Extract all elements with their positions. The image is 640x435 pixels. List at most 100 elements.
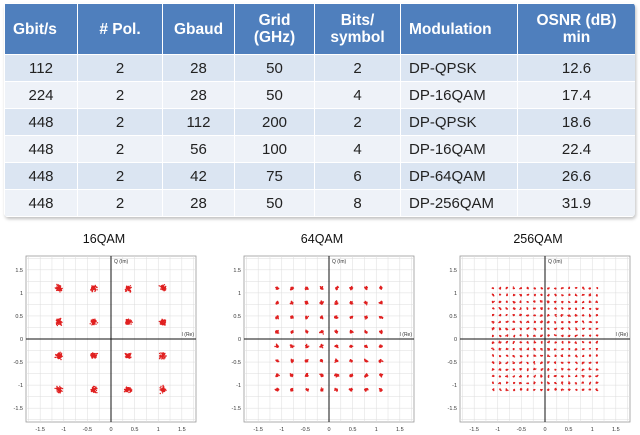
constellation-point [352, 303, 354, 305]
constellation-point [366, 316, 368, 319]
table-cell: 112 [162, 108, 235, 136]
table-cell: 2 [314, 54, 401, 82]
constellation-point [596, 294, 598, 296]
table-cell: 2 [77, 162, 163, 190]
constellation-point [534, 375, 536, 377]
constellation-point [534, 293, 536, 296]
constellation-point [548, 287, 550, 289]
constellation-point [381, 332, 383, 334]
constellation-point [575, 349, 577, 351]
constellation-point [547, 369, 549, 372]
constellation-point [569, 315, 571, 317]
constellation-point [595, 388, 597, 390]
constellation-point [364, 360, 366, 362]
x-tick-label: 1 [157, 427, 160, 432]
constellation-point [363, 301, 365, 304]
constellation-point [320, 345, 323, 347]
constellation-point [59, 319, 61, 321]
constellation-point [290, 302, 293, 304]
constellation-point [492, 348, 494, 351]
constellation-point [321, 303, 323, 305]
x-axis-label: I (Re) [400, 332, 413, 338]
constellation-point [534, 363, 536, 365]
constellation-point [56, 386, 58, 388]
constellation-point [540, 362, 542, 364]
constellation-point [349, 388, 351, 390]
table-cell: DP-16QAM [400, 81, 518, 109]
constellation-point [334, 315, 336, 318]
constellation-point [125, 290, 127, 292]
constellation-point [568, 335, 570, 338]
constellation-point [540, 321, 542, 324]
constellation-point [548, 368, 550, 371]
constellation-point [94, 318, 96, 320]
constellation-point [126, 389, 129, 391]
constellation-point [533, 287, 536, 289]
constellation-point [589, 382, 591, 384]
constellation-point [381, 360, 383, 362]
constellation-point [561, 362, 563, 364]
constellation-point [379, 390, 381, 393]
constellation-point [568, 368, 570, 371]
constellation-point [379, 388, 381, 390]
constellation-point [582, 388, 584, 390]
constellation-point [554, 361, 556, 363]
constellation-point [582, 381, 584, 383]
y-tick-label: 0.5 [233, 314, 241, 320]
constellation-point [588, 388, 591, 390]
constellation-point [335, 375, 337, 377]
constellation-point [595, 355, 598, 357]
constellation-point [526, 355, 529, 357]
constellation-point [506, 300, 508, 302]
x-tick-label: -0.5 [83, 427, 92, 432]
constellation-point [275, 286, 278, 288]
constellation-point [554, 294, 556, 296]
constellation-point [160, 388, 162, 390]
constellation-point [568, 388, 570, 390]
constellation-point [533, 340, 536, 342]
constellation-point [526, 321, 529, 323]
constellation-point [322, 331, 324, 333]
constellation-point [555, 327, 558, 329]
constellation-point [590, 321, 592, 323]
constellation-point [568, 382, 570, 385]
constellation-point [126, 390, 128, 392]
constellation-point [547, 348, 549, 350]
constellation-point [381, 317, 384, 320]
constellation-point [513, 368, 515, 370]
constellation-point [91, 356, 94, 358]
constellation-point [553, 328, 556, 330]
constellation-point [513, 356, 516, 358]
constellation-point [561, 301, 563, 303]
x-tick-label: -1.5 [35, 427, 44, 432]
constellation-point [554, 368, 557, 371]
table-cell: 56 [162, 135, 235, 163]
constellation-point [292, 316, 294, 318]
constellation-point [527, 375, 529, 377]
constellation-point [519, 321, 522, 323]
constellation-point [555, 334, 557, 337]
constellation-point [596, 328, 598, 330]
constellation-point [499, 355, 501, 357]
constellation-point [541, 320, 543, 322]
constellation-point [506, 335, 509, 337]
constellation-point [380, 285, 382, 287]
constellation-point [58, 387, 60, 390]
constellation-point [57, 387, 59, 390]
constellation-point [498, 321, 500, 324]
header-grid: Grid (GHz) [234, 3, 315, 55]
constellation-point [290, 317, 292, 319]
constellation-point [306, 301, 308, 303]
constellation-point [322, 344, 324, 346]
constellation-point [290, 288, 292, 291]
constellation-point [520, 308, 522, 310]
constellation-point [125, 387, 127, 389]
constellation-point [582, 335, 584, 337]
constellation-point [491, 342, 494, 344]
constellation-point [526, 327, 529, 330]
constellation-point [547, 389, 549, 391]
constellation-point [596, 342, 598, 344]
constellation-point [575, 368, 577, 370]
constellation-point [124, 288, 127, 291]
constellation-point [337, 360, 339, 362]
